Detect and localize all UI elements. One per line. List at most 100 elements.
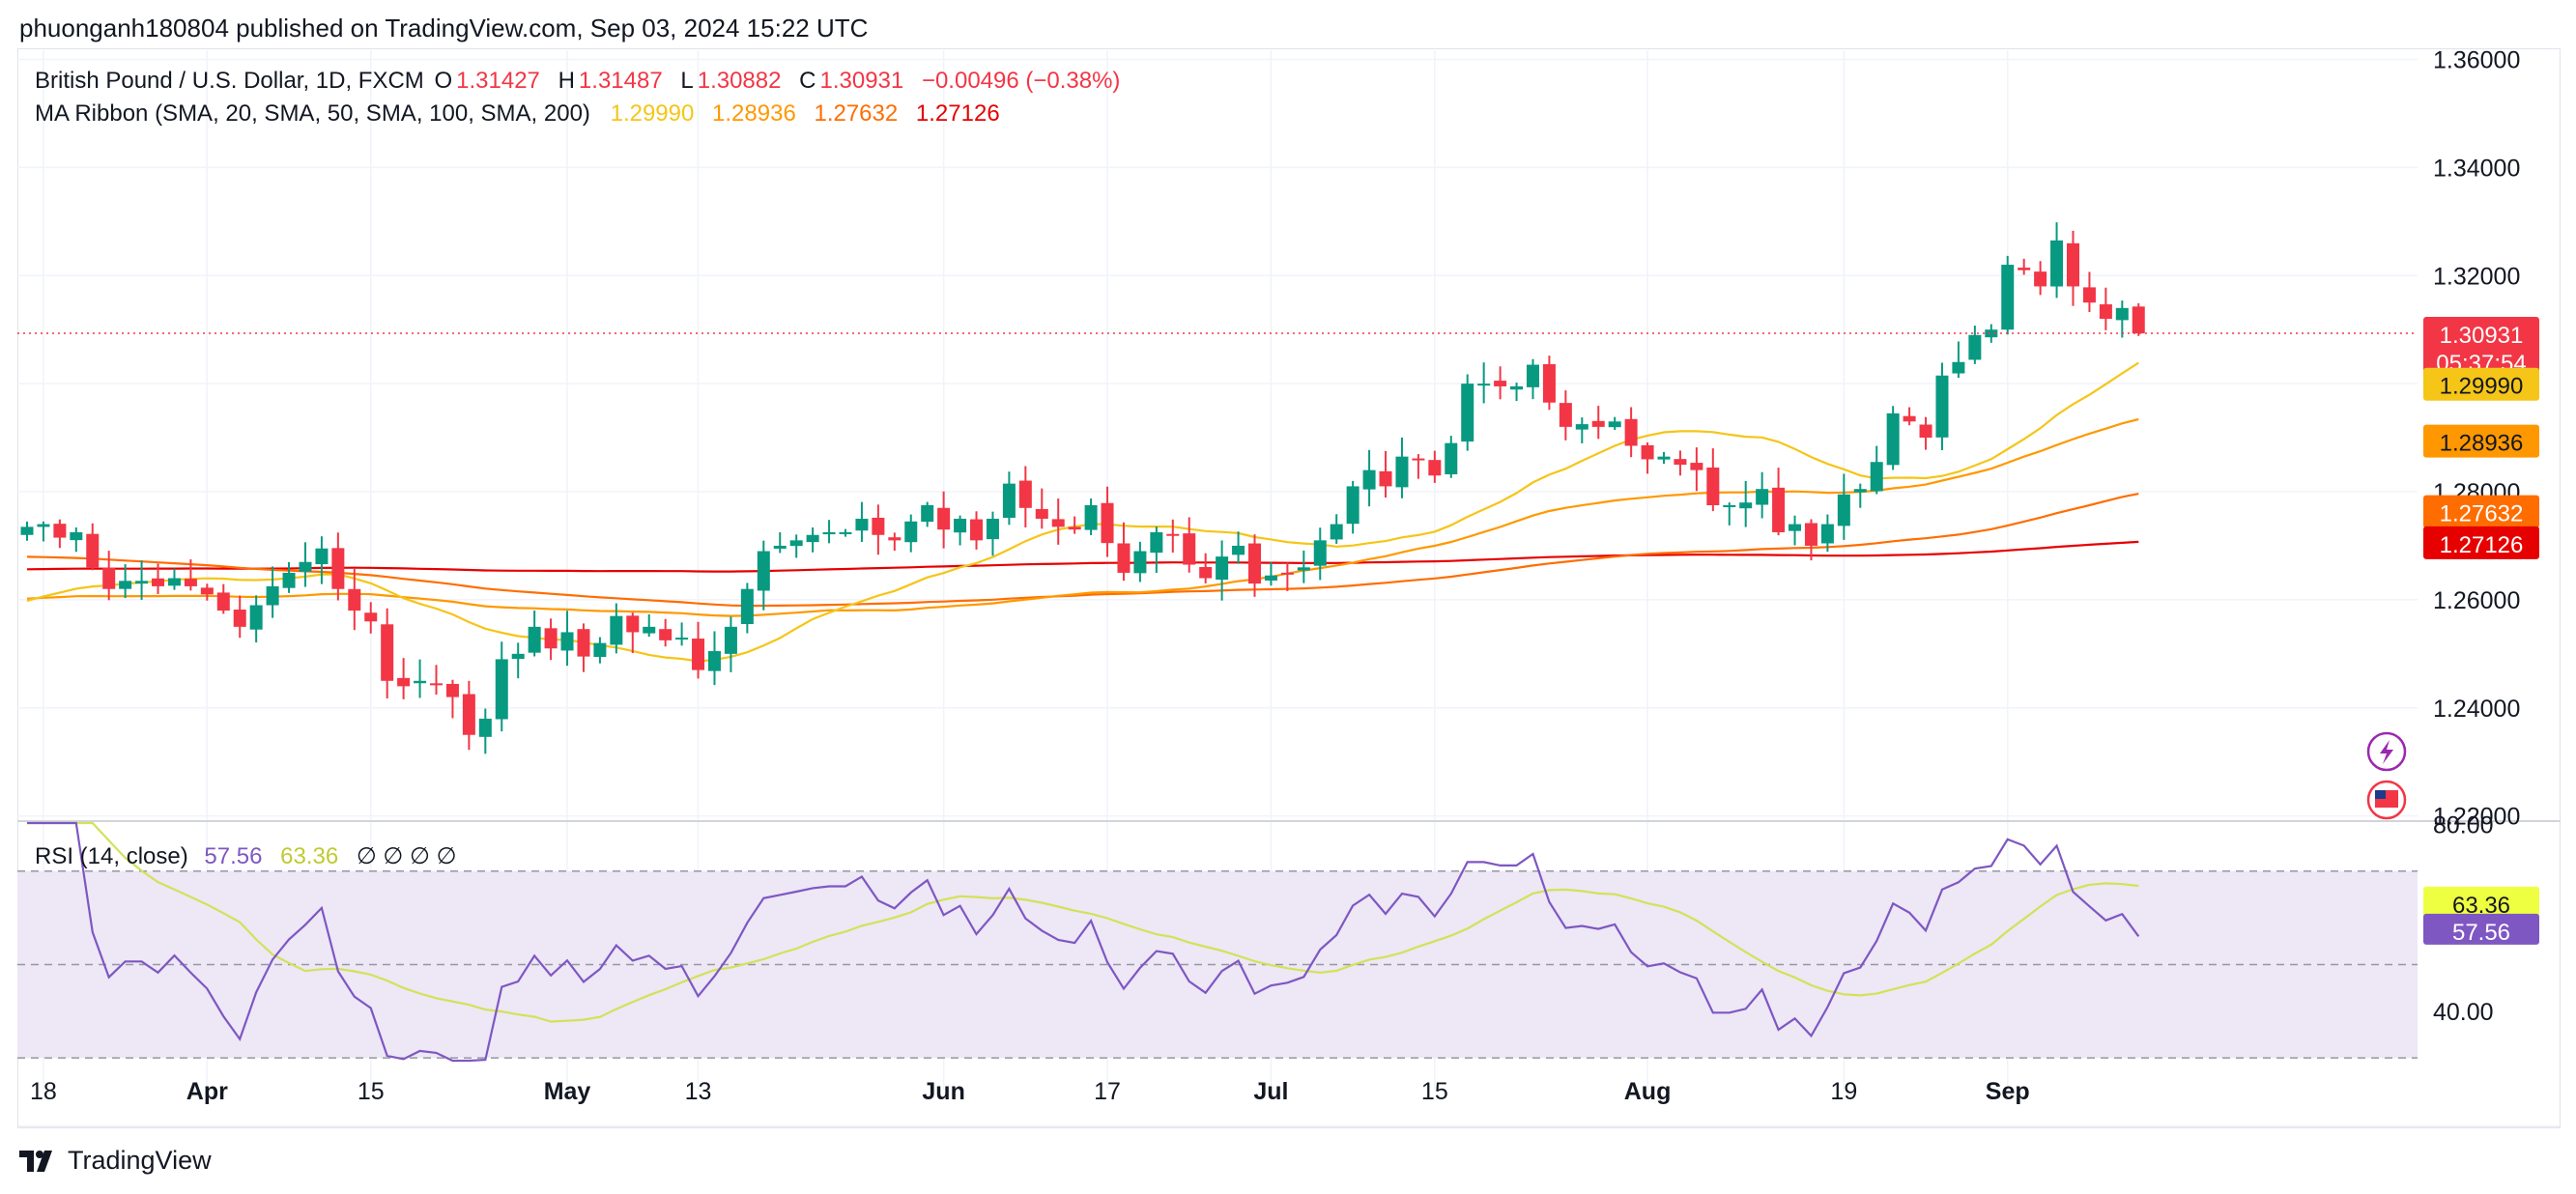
candle-body — [1591, 420, 1605, 427]
candle-body — [1166, 533, 1180, 536]
candle-body — [1068, 526, 1081, 530]
rsi-badge-text: 57.56 — [2452, 920, 2510, 946]
sma-100-line — [26, 493, 2139, 608]
open-value: 1.31427 — [456, 68, 540, 94]
candle-body — [707, 651, 721, 671]
change-value: −0.00496 (−0.38%) — [921, 68, 1121, 94]
x-tick-label: 17 — [1094, 1078, 1121, 1105]
rsi-badge — [2423, 913, 2539, 945]
candle-body — [855, 518, 869, 531]
candle-body — [216, 592, 230, 611]
candle-body — [1494, 381, 1507, 386]
candle-body — [1183, 533, 1196, 565]
candle-body — [1428, 460, 1442, 476]
sma-200-line — [26, 540, 2139, 573]
ma-legend[interactable]: MA Ribbon (SMA, 20, SMA, 50, SMA, 100, S… — [35, 100, 1004, 128]
ma-ribbon — [26, 361, 2139, 663]
last-price-badge-text: 1.30931 — [2440, 323, 2524, 349]
y-tick-label: 1.32000 — [2433, 263, 2520, 290]
candle-body — [806, 534, 819, 543]
rsi-legend[interactable]: RSI (14, close) 57.56 63.36 ∅ ∅ ∅ ∅ — [35, 842, 461, 870]
sma200-badge — [2423, 526, 2539, 559]
candle-body — [2132, 306, 2145, 334]
chart-frame — [17, 48, 2561, 1128]
candle-body — [1280, 572, 1294, 575]
sma100-badge-text: 1.27632 — [2440, 501, 2524, 527]
ma-title: MA Ribbon (SMA, 20, SMA, 50, SMA, 100, S… — [35, 100, 590, 127]
candle-body — [167, 578, 181, 586]
candle-body — [1150, 531, 1163, 554]
candle-body — [1674, 459, 1687, 466]
candle-body — [643, 626, 656, 634]
x-tick-label: Jun — [922, 1078, 964, 1105]
candle-body — [1706, 467, 1720, 505]
candle-body — [2018, 268, 2031, 270]
candle-body — [1542, 363, 1556, 403]
rsi-lines — [27, 821, 2140, 1063]
candle-body — [1853, 489, 1867, 493]
candle-body — [1084, 504, 1098, 530]
ma200-value: 1.27126 — [915, 100, 1000, 127]
candle-body — [1264, 575, 1277, 581]
x-tick-label: Sep — [1986, 1078, 2030, 1105]
low-label: L — [680, 68, 694, 94]
candle-body — [1837, 494, 1850, 526]
candle-body — [1804, 523, 1818, 546]
candle-body — [135, 581, 149, 584]
candle-body — [1035, 508, 1048, 519]
candle-body — [1756, 489, 1769, 505]
candle-body — [1723, 504, 1736, 507]
candle-body — [1870, 462, 1883, 492]
candle-body — [348, 588, 361, 611]
candle-body — [773, 545, 787, 549]
sma20-badge-text: 1.29990 — [2440, 374, 2524, 400]
candle-body — [1395, 456, 1409, 488]
candle-body — [1297, 567, 1310, 571]
candle-body — [381, 624, 394, 681]
candle-body — [478, 718, 492, 737]
candle-body — [1624, 418, 1638, 446]
footer-brand[interactable]: TradingView — [19, 1146, 212, 1176]
candle-body — [331, 548, 345, 589]
price-badges: 1.3093105:37:541.299901.289361.276321.27… — [2423, 317, 2539, 946]
rsi-bands — [17, 870, 2418, 1059]
high-value: 1.31487 — [578, 68, 663, 94]
x-tick-label: May — [544, 1078, 591, 1105]
candle-body — [70, 531, 83, 541]
candle-body — [1903, 415, 1916, 422]
candle-body — [1608, 421, 1621, 428]
candle-body — [544, 628, 558, 649]
x-tick-label: Jul — [1253, 1078, 1288, 1105]
candle-body — [1526, 364, 1539, 387]
candle-body — [397, 677, 411, 687]
candle-body — [1445, 442, 1458, 474]
candle-body — [2082, 287, 2096, 303]
candle-body — [266, 585, 279, 606]
brand-name: TradingView — [68, 1146, 212, 1175]
candle-body — [692, 639, 705, 670]
candle-body — [1199, 567, 1213, 579]
candle-body — [249, 605, 263, 630]
x-tick-label: Aug — [1624, 1078, 1672, 1105]
x-tick-label: 13 — [685, 1078, 712, 1105]
symbol-name: British Pound / U.S. Dollar, 1D, FXCM — [35, 68, 424, 94]
candle-body — [1477, 384, 1491, 386]
candle-body — [37, 524, 50, 527]
candle-body — [1559, 403, 1572, 427]
candle-body — [364, 612, 378, 622]
lightning-bolt-icon — [2380, 740, 2393, 764]
candle-body — [1002, 483, 1016, 518]
candle-body — [1919, 424, 1932, 439]
high-label: H — [558, 68, 575, 94]
candle-body — [152, 578, 165, 586]
chart-icons[interactable] — [2366, 731, 2407, 820]
candle-body — [1379, 470, 1392, 487]
candle-body — [888, 537, 902, 541]
rsi-line — [27, 821, 2140, 1063]
candle-body — [1346, 486, 1360, 525]
candle-body — [577, 629, 590, 657]
rsi-value: 57.56 — [204, 843, 263, 869]
candle-body — [2115, 307, 2129, 321]
